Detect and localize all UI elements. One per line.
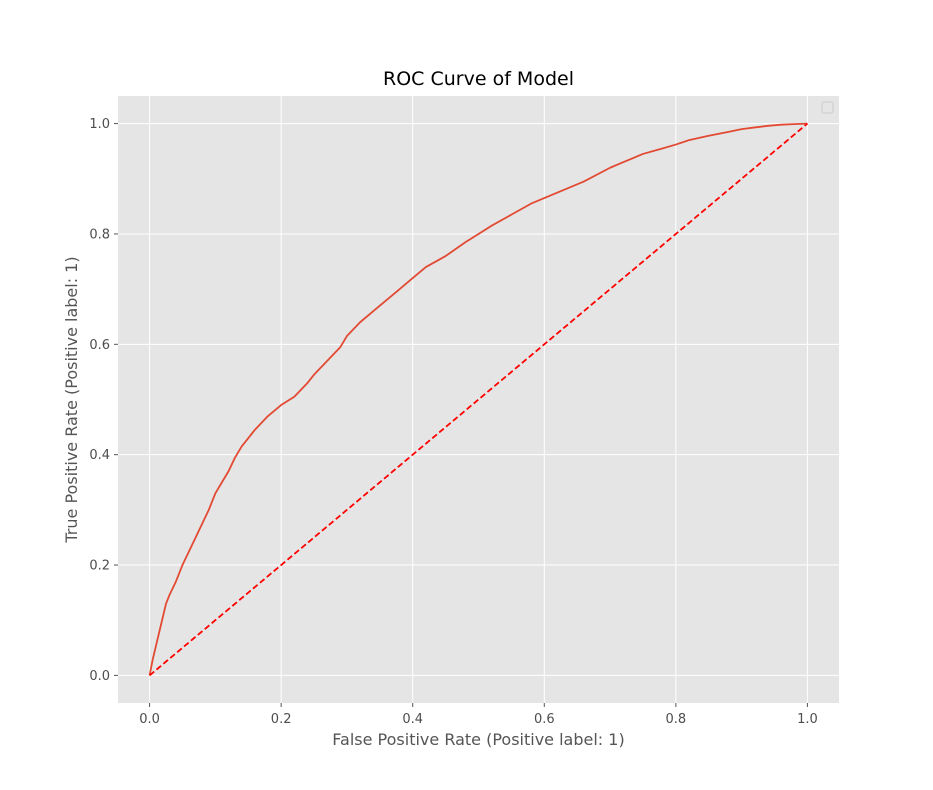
y-tick-label: 1.0 (89, 117, 110, 132)
x-axis-label: False Positive Rate (Positive label: 1) (332, 730, 624, 749)
legend-box (821, 101, 834, 114)
series-layer (148, 122, 808, 677)
x-tick-label: 0.8 (666, 712, 687, 727)
y-tick-label: 0.6 (89, 338, 110, 353)
chart-title: ROC Curve of Model (383, 68, 574, 90)
y-tick-label: 0.4 (89, 448, 110, 463)
roc-curve-line (148, 122, 808, 676)
diagonal-reference-line (149, 122, 808, 677)
x-tick-label: 0.4 (402, 712, 423, 727)
y-tick-label: 0.8 (89, 227, 110, 242)
x-tick-label: 0.6 (534, 712, 555, 727)
y-tick-label: 0.0 (89, 669, 110, 684)
y-tick-label: 0.2 (89, 559, 110, 574)
y-axis-ticks: 0.0 0.2 0.4 0.6 0.8 1.0 (89, 117, 118, 684)
x-axis-ticks: 0.0 0.2 0.4 0.6 0.8 1.0 (139, 703, 818, 727)
x-tick-label: 0.2 (271, 712, 292, 727)
y-axis-label: True Positive Rate (Positive label: 1) (62, 256, 81, 543)
x-tick-label: 0.0 (139, 712, 160, 727)
x-tick-label: 1.0 (797, 712, 818, 727)
